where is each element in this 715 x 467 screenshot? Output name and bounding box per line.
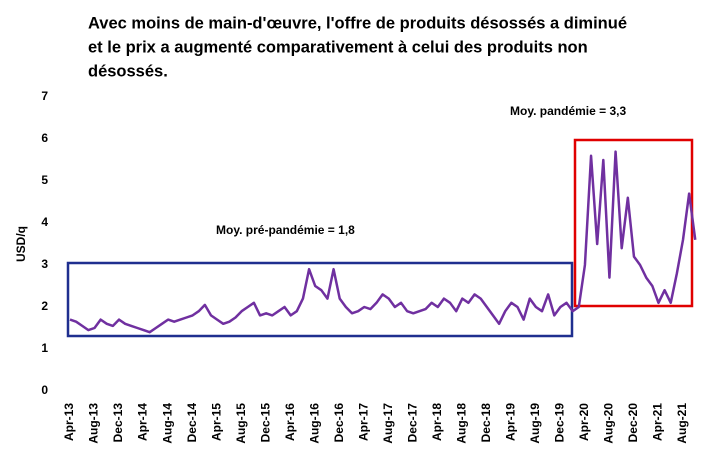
x-tick-label: Apr-15 (209, 403, 223, 441)
y-tick-label: 6 (41, 131, 48, 145)
x-tick-label: Dec-15 (258, 403, 272, 443)
x-tick-label: Dec-14 (185, 403, 199, 443)
range-box (66, 261, 574, 338)
y-tick-label: 7 (41, 89, 48, 103)
x-tick-label: Aug-20 (602, 403, 616, 444)
annotation: Moy. pré-pandémie = 1,8 (216, 223, 355, 237)
x-tick-label: Dec-17 (405, 403, 419, 443)
x-tick-label: Aug-21 (675, 403, 689, 444)
x-tick-label: Aug-18 (454, 403, 468, 444)
y-tick-label: 4 (41, 215, 48, 229)
annotation: Moy. pandémie = 3,3 (510, 104, 626, 118)
x-tick-label: Apr-21 (651, 403, 665, 441)
x-tick-label: Dec-13 (111, 403, 125, 443)
y-axis-label: USD/q (14, 226, 28, 262)
y-tick-label: 0 (41, 383, 48, 397)
x-tick-label: Apr-19 (504, 403, 518, 441)
x-tick-label: Dec-16 (332, 403, 346, 443)
x-tick-label: Apr-16 (283, 403, 297, 441)
x-tick-label: Apr-14 (136, 403, 150, 441)
y-tick-label: 2 (41, 299, 48, 313)
chart-title: et le prix a augmenté comparativement à … (88, 38, 588, 56)
x-tick-label: Apr-17 (356, 403, 370, 441)
x-tick-label: Aug-13 (87, 403, 101, 444)
x-tick-label: Aug-14 (160, 403, 174, 444)
x-tick-label: Aug-19 (528, 403, 542, 444)
x-tick-label: Dec-18 (479, 403, 493, 443)
x-tick-label: Aug-15 (234, 403, 248, 444)
y-tick-label: 5 (41, 173, 48, 187)
x-tick-label: Apr-13 (62, 403, 76, 441)
x-tick-label: Aug-17 (381, 403, 395, 444)
x-tick-label: Dec-19 (553, 403, 567, 443)
x-tick-label: Dec-20 (626, 403, 640, 443)
y-tick-label: 3 (41, 257, 48, 271)
line-series (69, 150, 697, 334)
y-tick-label: 1 (41, 341, 48, 355)
x-tick-label: Aug-16 (307, 403, 321, 444)
chart-title: désossés. (88, 62, 168, 80)
chart-title: Avec moins de main-d'œuvre, l'offre de p… (88, 14, 627, 32)
x-tick-label: Apr-20 (577, 403, 591, 441)
x-tick-label: Apr-18 (430, 403, 444, 441)
